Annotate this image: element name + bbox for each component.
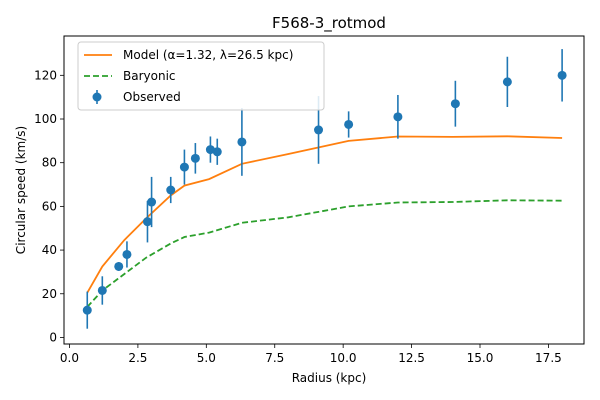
baryonic-line	[86, 199, 563, 308]
observed-point	[147, 197, 157, 207]
x-tick-label: 0.0	[60, 351, 79, 365]
observed-point	[166, 185, 176, 195]
y-tick-label: 80	[42, 156, 57, 170]
legend-label: Baryonic	[123, 69, 176, 83]
observed-point	[212, 147, 222, 157]
x-axis-label: Radius (kpc)	[292, 371, 367, 385]
legend-box	[77, 41, 325, 111]
x-tick-label: 2.5	[128, 351, 147, 365]
observed-point	[502, 77, 512, 87]
x-tick-label: 15.0	[467, 351, 494, 365]
legend-swatch-marker	[92, 92, 102, 102]
observed-point	[237, 137, 247, 147]
legend-label: Model (α=1.32, λ=26.5 kpc)	[123, 48, 293, 62]
legend: Model (α=1.32, λ=26.5 kpc) Baryonic Observ…	[77, 41, 325, 111]
y-tick-label: 0	[49, 330, 57, 344]
axis-ticks: 0.0 2.5 5.0 7.5 10.0 12.5 15.0 17.5 0 20 40 60 80 100…	[34, 68, 562, 365]
chart-title: F568-3_rotmod	[272, 14, 386, 33]
legend-label: Observed	[123, 90, 181, 104]
observed-point	[179, 162, 189, 172]
y-tick-label: 40	[42, 243, 57, 257]
series-layer	[82, 49, 567, 329]
x-tick-label: 5.0	[197, 351, 216, 365]
y-tick-label: 100	[34, 112, 57, 126]
x-tick-label: 17.5	[535, 351, 562, 365]
model-line	[86, 135, 563, 294]
observed-point	[344, 119, 354, 129]
y-axis-label: Circular speed (km/s)	[14, 126, 28, 254]
plot-area	[63, 35, 585, 345]
observed-point	[557, 70, 567, 80]
x-tick-label: 12.5	[398, 351, 425, 365]
y-tick-label: 60	[42, 199, 57, 213]
observed-point	[82, 305, 92, 315]
observed-point	[314, 125, 324, 135]
observed-point	[450, 99, 460, 109]
x-tick-label: 7.5	[265, 351, 284, 365]
y-tick-label: 120	[34, 68, 57, 82]
observed-point	[122, 249, 132, 259]
observed-point	[97, 285, 107, 295]
observed-point	[393, 112, 403, 122]
observed-point	[114, 261, 124, 271]
observed-point	[205, 145, 215, 155]
observed-point	[142, 217, 152, 227]
y-tick-label: 20	[42, 287, 57, 301]
x-tick-label: 10.0	[330, 351, 357, 365]
observed-point	[190, 153, 200, 163]
